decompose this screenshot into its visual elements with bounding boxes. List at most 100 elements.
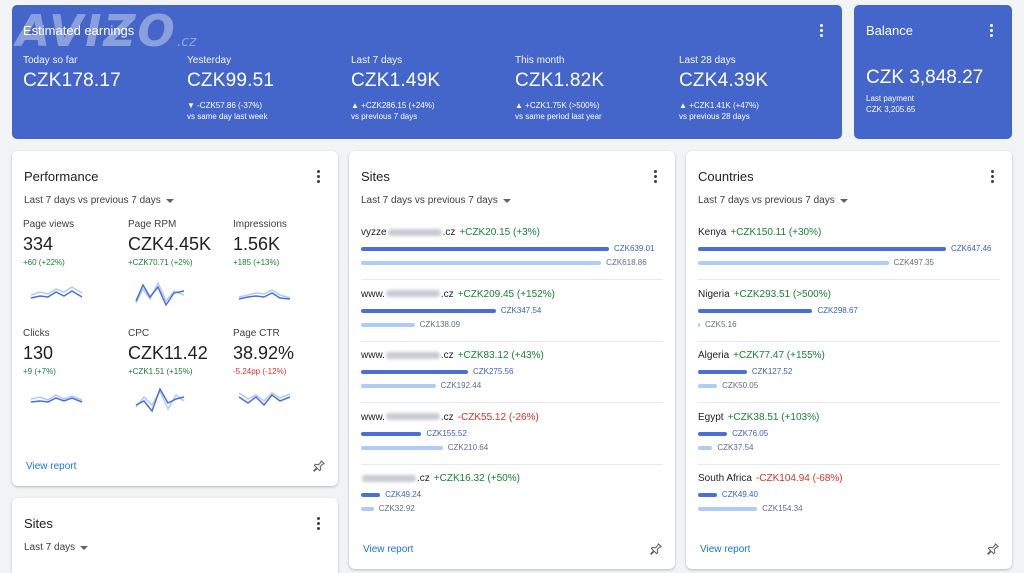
- country-row[interactable]: South Africa -CZK104.94 (-68%) CZK49.40 CZK…: [698, 465, 1000, 526]
- previous-period-value: CZK618.86: [606, 258, 647, 267]
- metric-delta: +CZK1.51 (+15%): [128, 367, 193, 376]
- row-delta: +CZK293.51 (>500%): [733, 288, 831, 300]
- delta-text: ▼ -CZK57.86 (-37%): [187, 101, 263, 110]
- compare-text: vs same period last year: [515, 112, 602, 121]
- metric-today[interactable]: Today so far CZK178.17: [23, 55, 183, 92]
- metric-label: This month: [515, 55, 565, 66]
- site-row[interactable]: www. .cz +CZK83.12 (+43%) CZK275.56 CZK192.4…: [361, 342, 663, 403]
- country-row[interactable]: Egypt +CZK38.51 (+103%) CZK76.05 CZK37.54: [698, 404, 1000, 465]
- previous-period-bar: [361, 445, 443, 450]
- country-row[interactable]: Algeria +CZK77.47 (+155%) CZK127.52 CZK50.0…: [698, 342, 1000, 403]
- metric-last-7-days[interactable]: Last 7 days CZK1.49K ▲ +CZK286.15 (+24%)…: [351, 55, 511, 122]
- metric-delta: -5.24pp (-12%): [233, 367, 287, 376]
- metric-page-ctr[interactable]: Page CTR 38.92% -5.24pp (-12%): [233, 328, 333, 376]
- date-range-dropdown[interactable]: Last 7 days vs previous 7 days: [24, 195, 174, 206]
- previous-period-value: CZK497.35: [893, 258, 934, 267]
- card-title: Performance: [24, 169, 99, 184]
- metric-page-rpm[interactable]: Page RPM CZK4.45K +CZK70.71 (+2%): [128, 219, 228, 267]
- countries-card: Countries Last 7 days vs previous 7 days…: [686, 151, 1012, 569]
- country-name: South Africa -CZK104.94 (-68%): [698, 473, 843, 484]
- current-period-value: CZK127.52: [751, 367, 793, 376]
- redacted-domain: [387, 228, 442, 236]
- metric-value: CZK11.42: [128, 343, 208, 363]
- delta-text: ▲ +CZK1.41K (+47%): [679, 101, 759, 110]
- site-name: .cz +CZK16.32 (+50%): [361, 473, 520, 484]
- date-range-label: Last 7 days vs previous 7 days: [24, 195, 161, 206]
- country-row[interactable]: Nigeria +CZK293.51 (>500%) CZK298.67 CZK5.1…: [698, 281, 1000, 342]
- pin-icon[interactable]: [986, 542, 1000, 556]
- watermark-suffix: .cz: [176, 34, 197, 50]
- more-options-icon[interactable]: [648, 167, 662, 185]
- country-name: Nigeria +CZK293.51 (>500%): [698, 289, 831, 300]
- previous-period-bar: [361, 322, 415, 327]
- metric-page-views[interactable]: Page views 334 +60 (+22%): [23, 219, 123, 267]
- balance-title: Balance: [866, 23, 913, 38]
- metric-clicks[interactable]: Clicks 130 +9 (+7%): [23, 328, 123, 376]
- metric-impressions[interactable]: Impressions 1.56K +185 (+13%): [233, 219, 333, 267]
- more-options-icon[interactable]: [814, 21, 828, 39]
- metric-value: CZK178.17: [23, 70, 121, 91]
- more-options-icon[interactable]: [985, 167, 999, 185]
- previous-period-bar: [698, 322, 700, 327]
- previous-period-bar: [698, 507, 758, 511]
- estimated-earnings-title: Estimated earnings: [23, 23, 135, 38]
- metric-value: 334: [23, 234, 54, 254]
- site-row[interactable]: www. .cz +CZK209.45 (+152%) CZK347.54 CZK138…: [361, 281, 663, 342]
- redacted-domain: [385, 351, 440, 359]
- balance-value: CZK 3,848.27: [866, 67, 984, 88]
- watermark-text: AVIZO: [16, 6, 177, 57]
- metric-label: Yesterday: [187, 55, 232, 66]
- metric-cpc[interactable]: CPC CZK11.42 +CZK1.51 (+15%): [128, 328, 228, 376]
- previous-period-value: CZK37.54: [717, 442, 754, 452]
- previous-period-value: CZK5.16: [705, 319, 737, 329]
- view-report-link[interactable]: View report: [26, 461, 77, 472]
- date-range-dropdown[interactable]: Last 7 days vs previous 7 days: [698, 195, 848, 206]
- watermark-logo: AVIZO.cz: [16, 6, 196, 57]
- metric-value: CZK99.51: [187, 70, 275, 91]
- site-suffix: .cz: [417, 473, 430, 484]
- current-period-value: CZK275.56: [472, 367, 514, 376]
- row-delta: +CZK209.45 (+152%): [457, 288, 555, 300]
- current-period-bar: [361, 370, 468, 374]
- metric-delta: ▲ +CZK1.75K (>500%) vs same period last y…: [515, 100, 675, 122]
- previous-period-value: CZK32.92: [378, 504, 415, 513]
- metric-value: 1.56K: [233, 234, 281, 254]
- caret-down-icon: [839, 198, 848, 203]
- site-name: www. .cz -CZK55.12 (-26%): [361, 412, 539, 423]
- pin-icon[interactable]: [649, 542, 663, 556]
- country-name: Kenya +CZK150.11 (+30%): [698, 227, 821, 238]
- view-report-link[interactable]: View report: [700, 544, 751, 555]
- site-row[interactable]: www. .cz -CZK55.12 (-26%) CZK155.52 CZK210.6…: [361, 404, 663, 465]
- last-payment: Last payment CZK 3,205.65: [866, 93, 915, 115]
- country-row[interactable]: Kenya +CZK150.11 (+30%) CZK647.46 CZK497.35: [698, 219, 1000, 280]
- current-period-bar: [698, 247, 946, 251]
- current-period-value: CZK155.52: [426, 428, 467, 438]
- pin-icon[interactable]: [312, 459, 326, 473]
- country-label: South Africa: [698, 473, 752, 484]
- metric-this-month[interactable]: This month CZK1.82K ▲ +CZK1.75K (>500%) v…: [515, 55, 675, 122]
- previous-period-bar: [698, 261, 889, 265]
- redacted-domain: [385, 290, 440, 298]
- metric-delta: ▼ -CZK57.86 (-37%) vs same day last week: [187, 100, 347, 122]
- more-options-icon[interactable]: [311, 167, 325, 185]
- sites-summary-card: Sites Last 7 days: [12, 498, 338, 573]
- performance-card: Performance Last 7 days vs previous 7 da…: [12, 151, 338, 486]
- current-period-bar: [361, 308, 496, 313]
- view-report-link[interactable]: View report: [363, 544, 414, 555]
- row-delta: +CZK83.12 (+43%): [457, 350, 544, 361]
- row-delta: -CZK55.12 (-26%): [457, 411, 539, 423]
- more-options-icon[interactable]: [311, 514, 325, 532]
- date-range-dropdown[interactable]: Last 7 days vs previous 7 days: [361, 195, 511, 206]
- previous-period-value: CZK154.34: [762, 504, 803, 513]
- metric-last-28-days[interactable]: Last 28 days CZK4.39K ▲ +CZK1.41K (+47%)…: [679, 55, 839, 122]
- row-delta: +CZK16.32 (+50%): [433, 473, 520, 484]
- site-row[interactable]: vyzze .cz +CZK20.15 (+3%) CZK639.01 CZK618.8…: [361, 219, 663, 280]
- previous-period-value: CZK192.44: [440, 381, 482, 390]
- sparkline-page-rpm: [135, 281, 185, 307]
- date-range-dropdown[interactable]: Last 7 days: [24, 542, 89, 553]
- site-row[interactable]: .cz +CZK16.32 (+50%) CZK49.24 CZK32.92: [361, 465, 663, 526]
- more-options-icon[interactable]: [984, 21, 998, 39]
- current-period-value: CZK298.67: [817, 305, 858, 315]
- metric-yesterday[interactable]: Yesterday CZK99.51 ▼ -CZK57.86 (-37%) vs …: [187, 55, 347, 122]
- previous-period-value: CZK210.64: [447, 442, 489, 452]
